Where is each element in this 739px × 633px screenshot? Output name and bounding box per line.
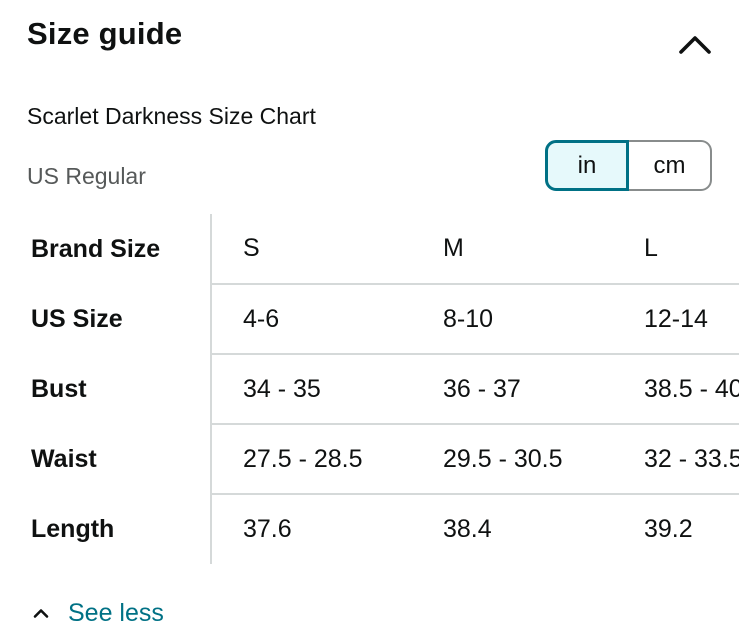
table-row: Length 37.6 38.4 39.2 <box>0 493 739 564</box>
table-cell: 32 - 33.5 <box>613 423 739 494</box>
table-cell: 4-6 <box>211 283 412 354</box>
table-row: Waist 27.5 - 28.5 29.5 - 30.5 32 - 33.5 <box>0 423 739 494</box>
table-cell: S <box>243 234 260 262</box>
row-header-bust: Bust <box>0 354 212 424</box>
table-cell: 37.6 <box>211 493 412 564</box>
table-cell: 34 - 35 <box>211 353 412 424</box>
table-cell: 29.5 - 30.5 <box>412 423 613 494</box>
table-cell: 12-14 <box>613 283 739 354</box>
row-header-length: Length <box>0 494 212 564</box>
size-table: Brand Size S M L US Size 4-6 8-10 12-14 … <box>0 214 739 564</box>
page-title: Size guide <box>27 16 183 51</box>
table-row: Brand Size S M L <box>0 214 739 284</box>
size-chart-title: Scarlet Darkness Size Chart <box>27 103 316 129</box>
table-row: US Size 4-6 8-10 12-14 <box>0 283 739 354</box>
unit-option-cm[interactable]: cm <box>629 140 712 191</box>
table-cell: L <box>644 234 658 262</box>
table-cell: 39.2 <box>613 493 739 564</box>
see-less-link[interactable]: See less <box>32 596 164 630</box>
table-cell: 27.5 - 28.5 <box>211 423 412 494</box>
see-less-label: See less <box>68 598 164 627</box>
row-header-waist: Waist <box>0 424 212 494</box>
table-row: Bust 34 - 35 36 - 37 38.5 - 40 <box>0 353 739 424</box>
table-cell: M <box>443 234 464 262</box>
row-header-brand-size: Brand Size <box>0 214 212 284</box>
table-cell: 8-10 <box>412 283 613 354</box>
table-cell: 38.5 - 40 <box>613 353 739 424</box>
unit-toggle: in cm <box>545 140 712 191</box>
table-cell: 38.4 <box>412 493 613 564</box>
chevron-up-small-icon <box>33 609 49 618</box>
table-cell: 36 - 37 <box>412 353 613 424</box>
unit-option-in[interactable]: in <box>545 140 629 191</box>
chevron-up-icon <box>679 36 711 54</box>
size-system-label: US Regular <box>27 163 146 189</box>
size-table-scroll[interactable]: Brand Size S M L US Size 4-6 8-10 12-14 … <box>0 214 739 564</box>
row-header-us-size: US Size <box>0 284 212 354</box>
collapse-button[interactable] <box>673 22 717 66</box>
size-guide-header: Size guide <box>27 14 717 64</box>
